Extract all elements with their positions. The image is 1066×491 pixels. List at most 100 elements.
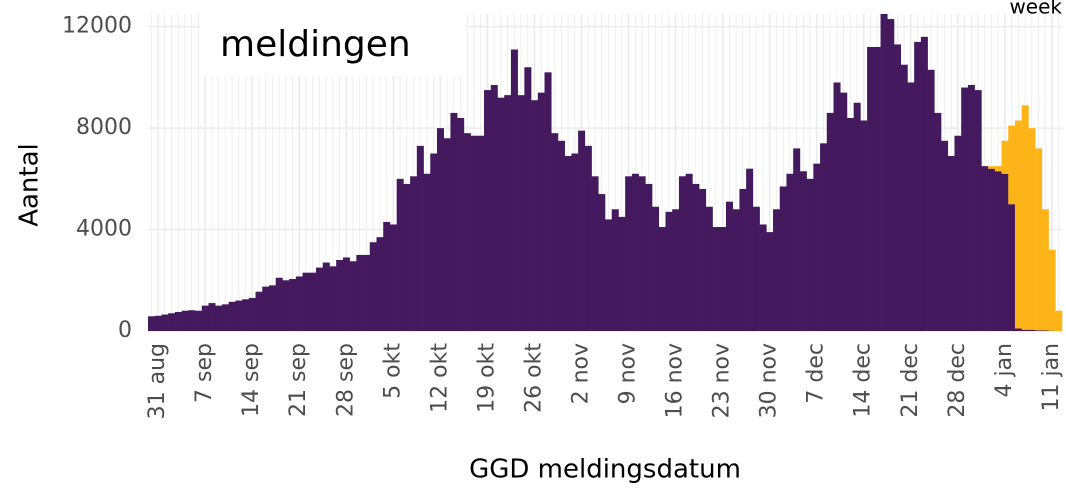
bar	[342, 257, 350, 331]
bar	[719, 227, 727, 331]
bar	[907, 82, 915, 331]
bar	[665, 211, 673, 331]
bar	[228, 301, 236, 331]
bar	[497, 97, 505, 331]
bar	[954, 135, 962, 331]
bar	[712, 227, 720, 331]
bar	[631, 173, 639, 331]
bar	[242, 299, 250, 331]
bar	[927, 69, 935, 332]
bar	[779, 186, 787, 331]
bar	[1001, 140, 1009, 174]
x-tick-label: 21 sep	[286, 343, 311, 417]
x-tick-label: 26 okt	[521, 343, 546, 413]
bar	[806, 178, 814, 331]
bar	[1014, 328, 1022, 331]
x-tick-label: 30 nov	[757, 343, 782, 418]
bar	[168, 313, 176, 331]
bar	[678, 176, 686, 331]
bar	[867, 46, 875, 332]
bar	[1021, 329, 1029, 331]
bar	[564, 156, 572, 331]
x-tick-label: 28 sep	[333, 343, 358, 417]
bar	[450, 112, 458, 332]
bar	[336, 259, 344, 331]
bars	[148, 14, 1063, 332]
x-tick-label: 23 nov	[710, 343, 735, 418]
x-axis-label: GGD meldingsdatum	[469, 455, 741, 485]
bar	[356, 254, 364, 331]
bar	[1035, 148, 1043, 331]
bar	[208, 303, 216, 331]
bar	[873, 46, 881, 332]
x-tick-label: 21 dec	[898, 343, 923, 418]
bar	[725, 201, 733, 331]
bar	[799, 171, 807, 331]
bar	[309, 272, 317, 331]
bar	[551, 133, 559, 331]
bar	[1008, 125, 1016, 205]
bar	[1035, 330, 1043, 331]
x-tick-label: 9 nov	[616, 343, 641, 404]
bar	[383, 221, 391, 331]
bar	[302, 272, 310, 331]
bar	[645, 183, 653, 331]
bar	[161, 314, 169, 331]
bar	[188, 310, 196, 331]
bar	[880, 14, 888, 331]
bar	[544, 72, 552, 331]
bar	[685, 173, 693, 331]
bar	[537, 92, 545, 331]
bar	[705, 206, 713, 331]
x-tick-label: 28 dec	[945, 343, 970, 418]
x-tick-label: 11 jan	[1039, 343, 1064, 412]
bar	[504, 95, 512, 331]
bar	[846, 117, 854, 331]
bar	[840, 92, 848, 331]
bar	[201, 305, 209, 331]
x-tick-label: 2 nov	[568, 343, 593, 404]
bar	[1048, 249, 1056, 331]
bar	[652, 206, 660, 331]
bar	[369, 242, 377, 331]
bar	[961, 87, 969, 331]
bar	[416, 145, 424, 331]
x-tick-label: 14 sep	[239, 343, 264, 417]
bar	[759, 224, 767, 331]
bar	[510, 49, 518, 332]
bar	[154, 315, 162, 331]
bar	[994, 166, 1002, 172]
bar	[484, 90, 492, 331]
bar	[329, 266, 337, 331]
bar	[598, 194, 606, 331]
bar	[578, 130, 586, 331]
bar	[638, 176, 646, 331]
bar	[920, 36, 928, 331]
x-tick-label: 7 dec	[804, 343, 829, 404]
bar	[914, 41, 922, 332]
bar	[410, 176, 418, 331]
bar	[1014, 120, 1022, 329]
bar	[967, 85, 975, 332]
bar	[221, 304, 229, 331]
bar	[215, 305, 223, 331]
title-box	[200, 14, 466, 76]
x-tick-label: 31 aug	[145, 343, 170, 419]
bar	[605, 219, 613, 331]
bar	[900, 64, 908, 331]
bar	[766, 232, 774, 331]
y-tick-label: 4000	[76, 217, 132, 242]
bar	[1055, 310, 1063, 331]
bar	[1028, 329, 1036, 331]
bar	[524, 67, 532, 332]
bar	[316, 267, 324, 331]
bar	[463, 133, 471, 331]
bar	[860, 120, 868, 332]
y-tick-label: 0	[118, 318, 132, 343]
bar	[826, 112, 834, 332]
bar	[853, 102, 861, 331]
bar	[268, 285, 276, 331]
bar	[752, 206, 760, 331]
bar	[262, 286, 270, 331]
